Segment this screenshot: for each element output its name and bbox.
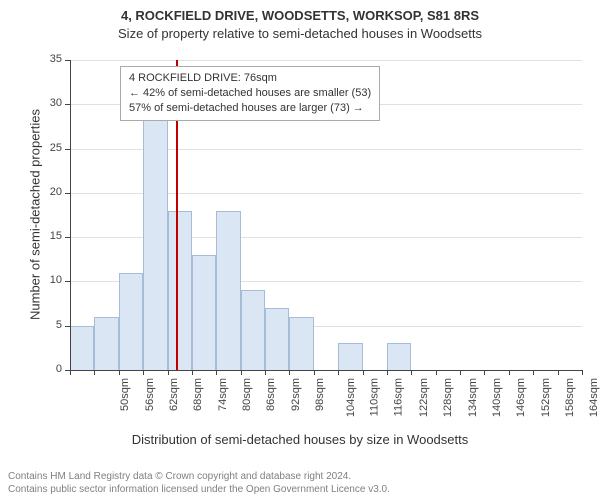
x-tick-label: 122sqm [418,378,430,417]
histogram-bar [241,290,265,370]
histogram-bar [338,343,362,370]
footer-line-2: Contains public sector information licen… [8,484,390,497]
histogram-bar [192,255,216,370]
histogram-bar [94,317,118,370]
x-tick-label: 74sqm [217,378,229,411]
histogram-bar [216,211,240,370]
x-tick-label: 104sqm [345,378,357,417]
annotation-box: 4 ROCKFIELD DRIVE: 76sqm← 42% of semi-de… [120,66,380,121]
annotation-line: 57% of semi-detached houses are larger (… [129,101,371,116]
x-tick-label: 50sqm [119,378,131,411]
y-axis-line [70,60,71,370]
y-tick-label: 5 [0,319,62,331]
x-axis-line [70,370,582,371]
chart-container: 4, ROCKFIELD DRIVE, WOODSETTS, WORKSOP, … [0,0,600,500]
x-tick-label: 56sqm [144,378,156,411]
x-tick-label: 86sqm [266,378,278,411]
y-axis-label: Number of semi-detached properties [28,85,43,345]
x-tick-mark [582,370,583,375]
x-tick-label: 92sqm [290,378,302,411]
x-tick-label: 128sqm [442,378,454,417]
annotation-line: 4 ROCKFIELD DRIVE: 76sqm [129,71,371,86]
footer-attribution: Contains HM Land Registry data © Crown c… [8,471,390,496]
histogram-bar [119,273,143,370]
y-tick-label: 25 [0,142,62,154]
x-tick-label: 152sqm [540,378,552,417]
y-tick-label: 10 [0,274,62,286]
x-tick-label: 110sqm [368,378,380,416]
y-tick-label: 35 [0,53,62,65]
y-tick-label: 30 [0,97,62,109]
x-tick-label: 158sqm [564,378,576,417]
histogram-bar [387,343,411,370]
histogram-bar [70,326,94,370]
annotation-line: ← 42% of semi-detached houses are smalle… [129,86,371,101]
y-tick-label: 15 [0,230,62,242]
x-tick-label: 140sqm [491,378,503,417]
x-tick-label: 80sqm [241,378,253,411]
histogram-bar [289,317,313,370]
histogram-bar [265,308,289,370]
title-main: 4, ROCKFIELD DRIVE, WOODSETTS, WORKSOP, … [0,8,600,23]
x-tick-label: 116sqm [393,378,405,416]
x-tick-label: 146sqm [515,378,527,417]
x-axis-label: Distribution of semi-detached houses by … [0,432,600,447]
x-tick-label: 62sqm [168,378,180,411]
footer-line-1: Contains HM Land Registry data © Crown c… [8,471,390,484]
grid-line-y [70,60,582,61]
x-tick-label: 134sqm [467,378,479,417]
histogram-bar [168,211,192,370]
histogram-bar [143,113,167,370]
y-tick-label: 20 [0,186,62,198]
x-tick-label: 68sqm [192,378,204,411]
x-tick-label: 164sqm [589,378,600,417]
title-sub: Size of property relative to semi-detach… [0,26,600,41]
y-tick-label: 0 [0,363,62,375]
x-tick-label: 98sqm [314,378,326,411]
